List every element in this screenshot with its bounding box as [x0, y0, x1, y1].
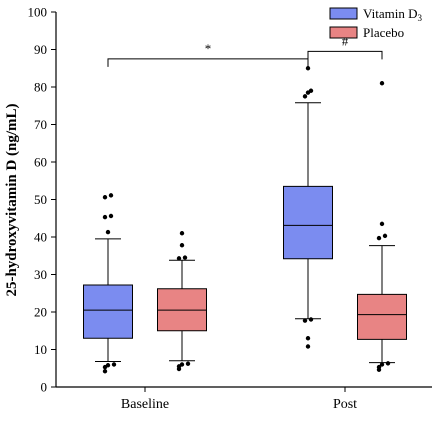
- outlier-point: [179, 231, 185, 236]
- x-tick-label: Post: [333, 397, 357, 412]
- outlier-point: [102, 214, 108, 220]
- outlier-point: [185, 361, 191, 366]
- outlier-point: [179, 243, 185, 248]
- legend: Vitamin D3 Placebo: [329, 6, 422, 40]
- outlier-point: [379, 221, 385, 227]
- outlier-point: [108, 213, 114, 219]
- y-tick-label: 10: [34, 342, 47, 357]
- legend-swatch: [329, 26, 358, 39]
- box-baseline-vitamin-d3: [83, 193, 133, 374]
- outlier-point: [176, 256, 182, 261]
- box-post-vitamin-d3: [283, 66, 333, 349]
- outlier-point: [179, 362, 185, 367]
- legend-swatch: [329, 7, 358, 20]
- significance-label: *: [205, 41, 212, 56]
- iqr-box: [83, 284, 133, 339]
- y-tick-label: 60: [34, 155, 47, 170]
- outlier-point: [382, 233, 388, 239]
- y-tick-label: 90: [34, 42, 47, 57]
- outlier-point: [305, 336, 311, 341]
- outlier-point: [308, 88, 314, 93]
- y-tick-label: 70: [34, 117, 47, 132]
- outlier-point: [376, 235, 382, 241]
- significance-brackets: * #: [107, 33, 383, 67]
- x-tick-label: Baseline: [121, 397, 169, 412]
- outlier-point: [385, 361, 391, 366]
- y-tick-label: 30: [34, 267, 47, 282]
- box-post-placebo: [357, 81, 407, 372]
- y-tick-label: 80: [34, 80, 47, 95]
- outlier-point: [302, 318, 308, 323]
- outlier-point: [105, 363, 111, 368]
- outlier-point: [108, 193, 114, 198]
- outlier-point: [182, 255, 188, 260]
- outlier-point: [105, 229, 111, 235]
- y-tick-label: 0: [41, 380, 48, 395]
- box-baseline-placebo: [157, 231, 207, 372]
- y-tick-label: 20: [34, 305, 47, 320]
- significance-label: #: [342, 33, 349, 48]
- outlier-point: [305, 344, 311, 349]
- significance-bracket: [307, 50, 383, 60]
- y-tick-label: 50: [34, 192, 47, 207]
- boxes: [83, 66, 407, 374]
- outlier-point: [102, 195, 108, 200]
- y-tick-label: 100: [28, 5, 48, 20]
- legend-label: Placebo: [363, 25, 404, 40]
- outlier-point: [308, 317, 314, 322]
- significance-bracket: [107, 58, 309, 67]
- y-axis-title: 25-hydroxyvitamin D (ng/mL): [4, 103, 20, 296]
- outlier-point: [111, 362, 117, 367]
- iqr-box: [283, 185, 333, 260]
- y-ticks: 0 10 20 30 40 50 60 70 80 90 100 Baseline Post: [28, 5, 358, 413]
- outlier-point: [376, 364, 382, 370]
- outlier-point: [102, 369, 108, 374]
- y-tick-label: 40: [34, 230, 47, 245]
- outlier-point: [302, 94, 308, 99]
- iqr-box: [357, 293, 407, 340]
- legend-label: Vitamin D3: [363, 6, 422, 23]
- outlier-point: [379, 362, 385, 367]
- outlier-point: [305, 66, 311, 71]
- outlier-point: [379, 81, 385, 86]
